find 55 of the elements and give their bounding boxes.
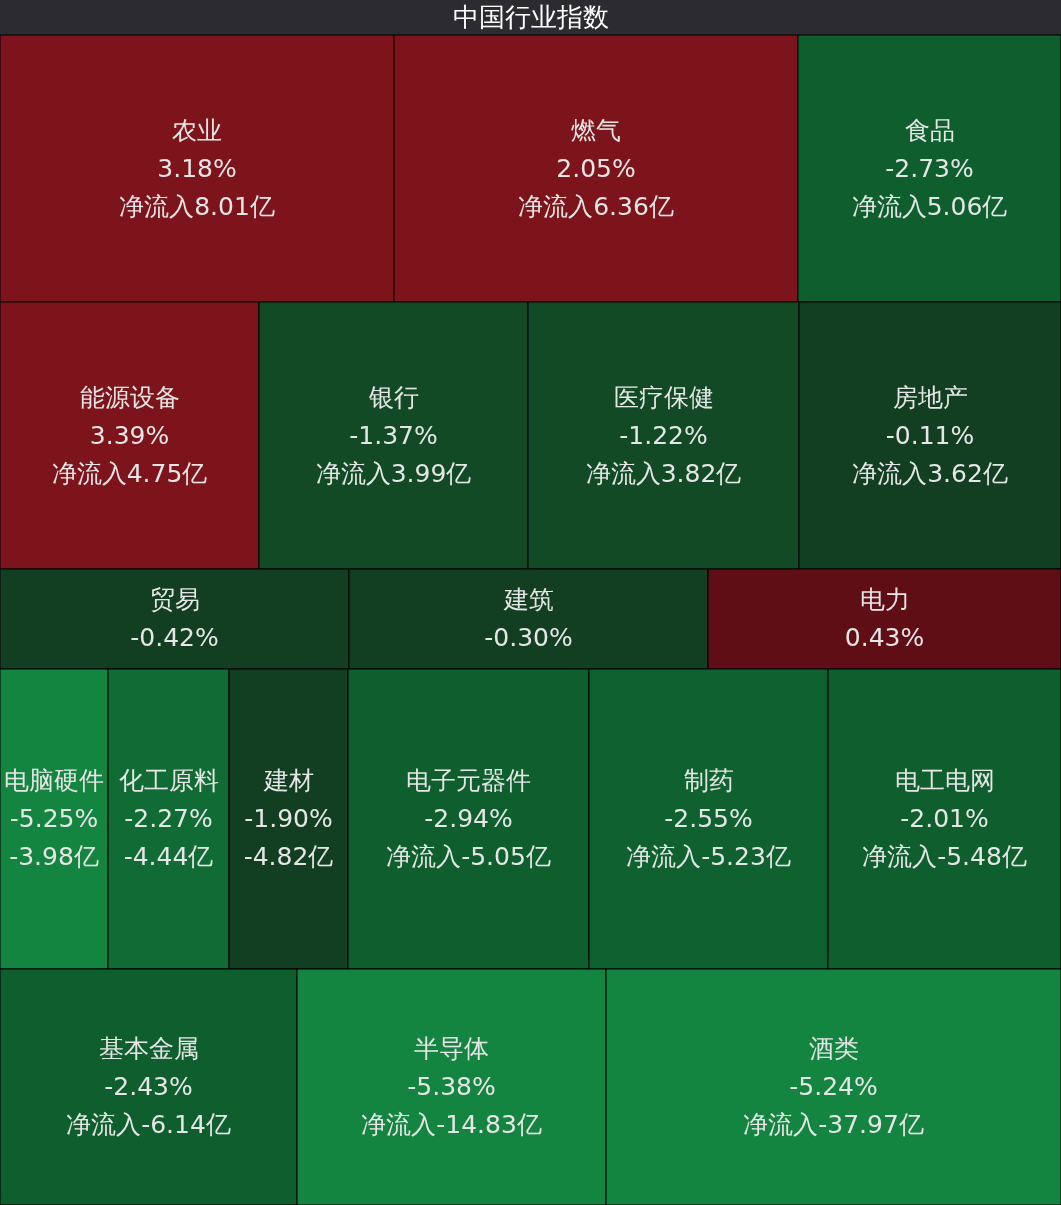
data-label: 0.43% bbox=[844, 623, 925, 652]
text: 净流入-37.97亿 bbox=[743, 1110, 924, 1139]
category-label: 电工电网 bbox=[894, 766, 995, 795]
category-label: 半导体 bbox=[414, 1034, 489, 1063]
text: 净流入-5.05亿 bbox=[386, 842, 551, 871]
data-label: -2.55% bbox=[664, 804, 753, 833]
category-label: 电子元器件 bbox=[406, 766, 531, 795]
text: 净流入4.75亿 bbox=[51, 458, 208, 488]
text: -4.82亿 bbox=[243, 842, 334, 871]
category-label: 房地产 bbox=[892, 382, 968, 412]
data-label: -2.01% bbox=[900, 804, 989, 833]
text: 净流入6.36亿 bbox=[518, 191, 674, 221]
text: 净流入3.82亿 bbox=[585, 458, 742, 488]
data-label: 3.18% bbox=[157, 153, 237, 183]
text: -4.44亿 bbox=[123, 842, 214, 871]
data-label: -2.43% bbox=[104, 1072, 193, 1101]
text: 净流入-6.14亿 bbox=[66, 1110, 231, 1139]
category-label: 医疗保健 bbox=[613, 382, 714, 412]
category-label: 酒类 bbox=[808, 1034, 859, 1063]
text: 中国行业指数 bbox=[452, 1, 609, 32]
data-label: 3.39% bbox=[89, 420, 170, 450]
category-label: 建材 bbox=[262, 766, 314, 795]
data-label: -0.42% bbox=[130, 623, 219, 652]
category-label: 制药 bbox=[683, 766, 734, 795]
category-label: 化工原料 bbox=[118, 766, 219, 795]
data-label: -0.30% bbox=[484, 623, 573, 652]
category-label: 燃气 bbox=[571, 115, 621, 145]
data-label: 2.05% bbox=[556, 153, 636, 183]
text: 净流入3.62亿 bbox=[852, 458, 1008, 488]
text: -3.98亿 bbox=[9, 842, 99, 871]
data-label: -1.37% bbox=[349, 420, 438, 450]
category-label: 建筑 bbox=[502, 585, 554, 614]
text: 净流入-5.23亿 bbox=[626, 842, 791, 871]
data-label: -1.22% bbox=[619, 420, 708, 450]
data-label: -2.73% bbox=[885, 153, 974, 183]
data-label: -0.11% bbox=[885, 420, 975, 450]
category-label: 农业 bbox=[172, 115, 222, 145]
data-label: -1.90% bbox=[244, 804, 333, 833]
category-label: 电力 bbox=[859, 585, 910, 614]
category-label: 能源设备 bbox=[79, 382, 180, 412]
text: 净流入8.01亿 bbox=[119, 191, 275, 221]
category-label: 食品 bbox=[904, 115, 955, 145]
category-label: 基本金属 bbox=[98, 1034, 199, 1063]
data-label: -2.94% bbox=[424, 804, 513, 833]
text: 净流入3.99亿 bbox=[315, 458, 472, 488]
data-label: -5.24% bbox=[789, 1072, 878, 1101]
category-label: 电脑硬件 bbox=[4, 766, 104, 795]
category-label: 贸易 bbox=[149, 585, 200, 614]
text: 净流入-14.83亿 bbox=[361, 1110, 542, 1139]
text: 净流入-5.48亿 bbox=[862, 842, 1027, 871]
data-label: -2.27% bbox=[124, 804, 213, 833]
text: 净流入5.06亿 bbox=[851, 191, 1008, 221]
category-label: 银行 bbox=[367, 382, 419, 412]
data-label: -5.25% bbox=[9, 804, 99, 833]
data-label: -5.38% bbox=[407, 1072, 496, 1101]
